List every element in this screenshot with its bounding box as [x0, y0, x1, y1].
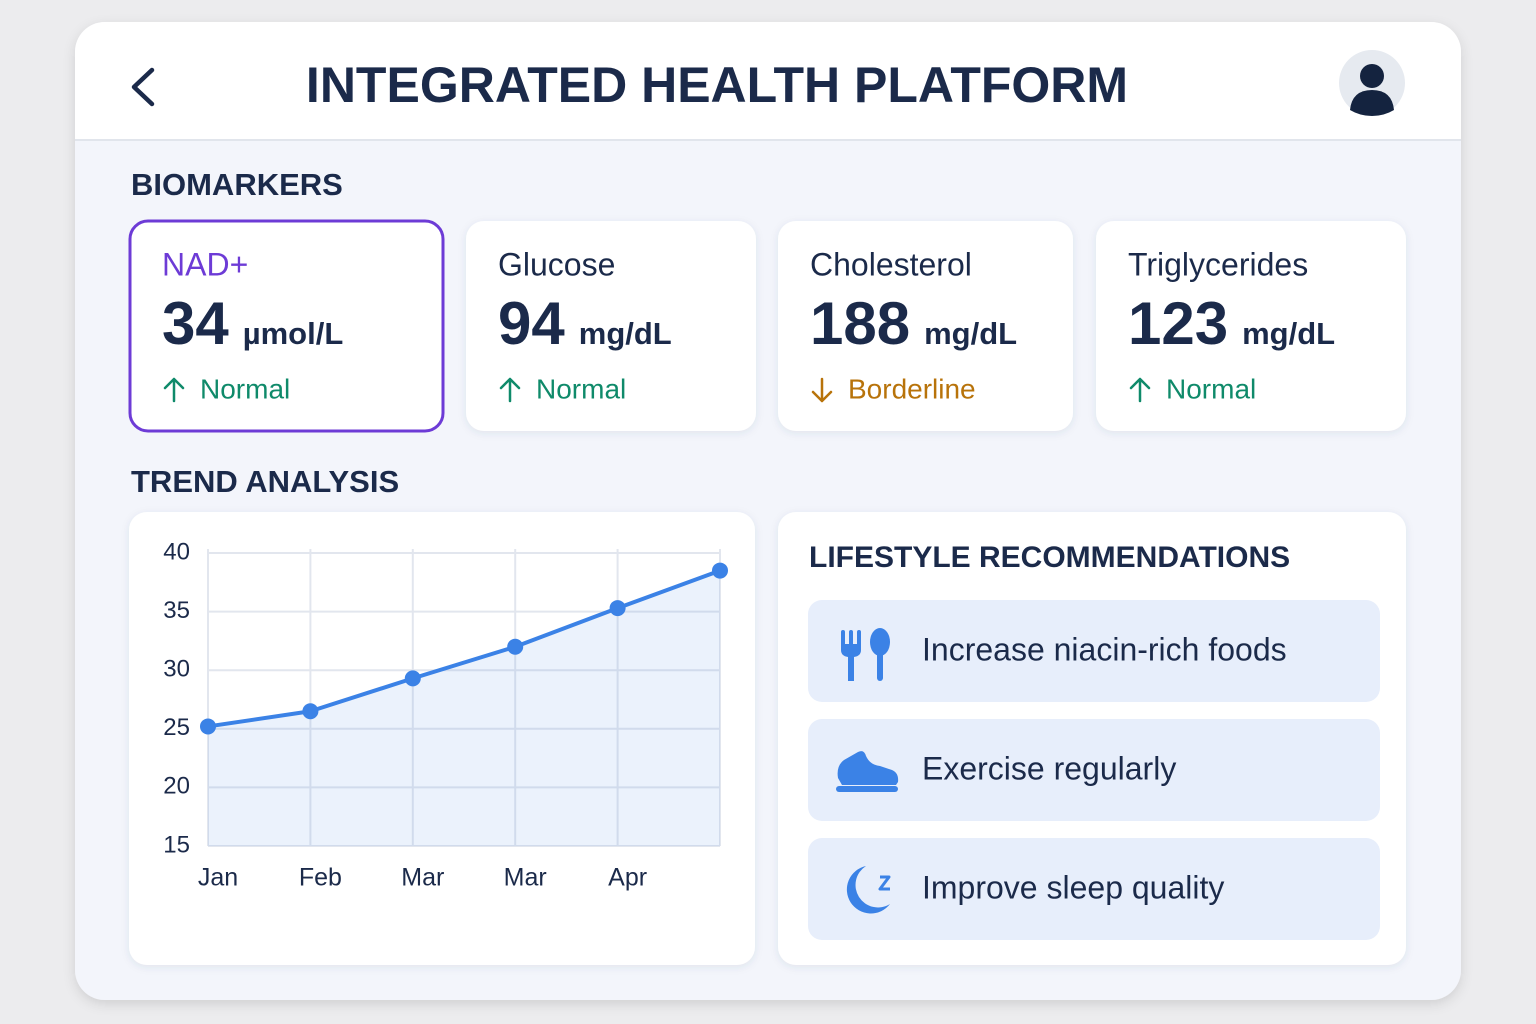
biomarker-card[interactable]: Cholesterol 188 mg/dL Borderline: [778, 221, 1073, 431]
biomarker-name: Cholesterol: [810, 246, 972, 282]
biomarker-value: 34: [162, 290, 229, 357]
page-title: INTEGRATED HEALTH PLATFORM: [306, 57, 1128, 113]
y-tick-label: 20: [163, 773, 190, 800]
biomarker-card[interactable]: Glucose 94 mg/dL Normal: [466, 221, 756, 431]
x-tick-label: Feb: [299, 864, 342, 892]
trend-arrow: [1129, 377, 1151, 403]
trend-arrow: [163, 377, 185, 403]
icon-sleep: [846, 866, 891, 914]
biomarker-status: Normal: [536, 373, 626, 404]
biomarker-unit: mg/dL: [1242, 316, 1335, 351]
y-tick-label: 25: [163, 714, 190, 741]
biomarker-name: Glucose: [498, 246, 615, 282]
biomarker-value: 94: [498, 290, 565, 357]
card-bg: [1096, 221, 1406, 431]
section-heading: LIFESTYLE RECOMMENDATIONS: [809, 541, 1290, 574]
data-point: [712, 562, 728, 579]
recommendation-bg: [808, 600, 1380, 702]
recommendation-bg: [808, 838, 1380, 940]
icon-food: [841, 628, 890, 681]
biomarker-card[interactable]: Triglycerides 123 mg/dL Normal: [1096, 221, 1406, 431]
back-button[interactable]: [131, 67, 155, 107]
card-bg: [128, 219, 445, 433]
biomarker-name: NAD+: [162, 246, 248, 282]
chart-card: [129, 512, 755, 965]
header-bar: [75, 22, 1461, 140]
card-bg: [466, 221, 756, 431]
recommendation-item[interactable]: Increase niacin-rich foods: [808, 600, 1380, 702]
biomarker-unit: µmol/L: [243, 316, 344, 351]
biomarker-status: Borderline: [848, 373, 976, 404]
section-heading: BIOMARKERS: [131, 167, 343, 202]
y-tick-label: 15: [163, 831, 190, 858]
biomarker-status: Normal: [1166, 373, 1256, 404]
recommendation-text: Exercise regularly: [922, 750, 1176, 786]
data-point: [302, 703, 319, 720]
x-tick-label: Mar: [504, 864, 547, 892]
recommendation-text: Increase niacin-rich foods: [922, 631, 1287, 667]
trend-arrow: [811, 377, 833, 403]
x-tick-label: Mar: [401, 864, 444, 892]
data-point: [507, 638, 524, 655]
x-tick-label: Apr: [608, 864, 647, 892]
avatar[interactable]: [1339, 50, 1405, 116]
biomarker-card[interactable]: NAD+ 34 µmol/L Normal: [128, 219, 445, 433]
line: [207, 568, 721, 729]
biomarker-unit: mg/dL: [924, 316, 1017, 351]
trend-chart: 15 20 25 30 35 40 Jan Feb Mar Mar Apr: [163, 538, 728, 892]
trend-arrow: [499, 377, 521, 403]
data-point: [404, 670, 421, 687]
biomarker-value: 123: [1128, 290, 1228, 357]
x-tick-label: Jan: [198, 864, 238, 892]
icon-shoe: [836, 751, 899, 792]
recommendation-item[interactable]: Exercise regularly: [808, 719, 1380, 821]
y-tick-label: 30: [163, 656, 190, 683]
y-tick-label: 40: [163, 538, 190, 565]
data-point: [609, 600, 626, 617]
recommendations: Increase niacin-rich foods Exercise regul…: [808, 600, 1380, 940]
biomarker-value: 188: [810, 290, 910, 357]
biomarker-name: Triglycerides: [1128, 246, 1308, 282]
recommendation-text: Improve sleep quality: [922, 869, 1224, 905]
avatar-head: [1360, 64, 1384, 88]
biomarker-unit: mg/dL: [579, 316, 672, 351]
card-bg: [778, 221, 1073, 431]
recommendation-item[interactable]: Improve sleep quality: [808, 838, 1380, 940]
avatar-body: [1350, 90, 1394, 116]
section-heading: TREND ANALYSIS: [131, 464, 399, 499]
y-tick-label: 35: [163, 597, 190, 624]
recommendation-bg: [808, 719, 1380, 821]
biomarker-status: Normal: [200, 373, 290, 404]
area: [208, 570, 720, 846]
data-point: [200, 718, 216, 735]
